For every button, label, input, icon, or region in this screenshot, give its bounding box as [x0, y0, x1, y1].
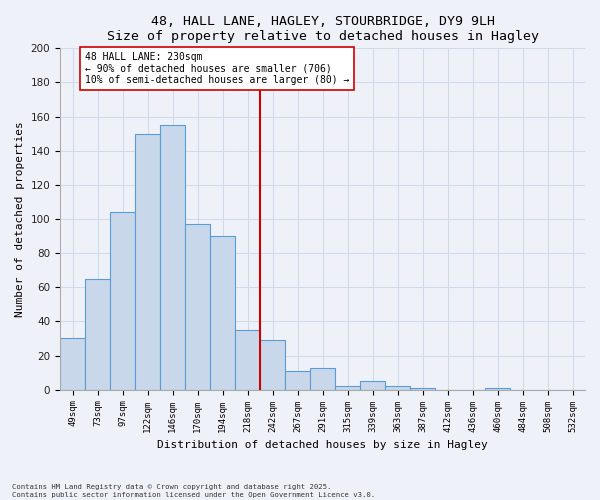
Bar	[110, 212, 135, 390]
Title: 48, HALL LANE, HAGLEY, STOURBRIDGE, DY9 9LH
Size of property relative to detache: 48, HALL LANE, HAGLEY, STOURBRIDGE, DY9 …	[107, 15, 539, 43]
Bar	[185, 224, 210, 390]
Bar	[235, 330, 260, 390]
Bar	[260, 340, 285, 390]
Bar	[310, 368, 335, 390]
Text: 48 HALL LANE: 230sqm
← 90% of detached houses are smaller (706)
10% of semi-deta: 48 HALL LANE: 230sqm ← 90% of detached h…	[85, 52, 349, 85]
Bar	[285, 371, 310, 390]
Bar	[335, 386, 360, 390]
X-axis label: Distribution of detached houses by size in Hagley: Distribution of detached houses by size …	[157, 440, 488, 450]
Bar	[385, 386, 410, 390]
Bar	[60, 338, 85, 390]
Bar	[85, 279, 110, 390]
Bar	[485, 388, 510, 390]
Bar	[410, 388, 435, 390]
Bar	[360, 381, 385, 390]
Text: Contains HM Land Registry data © Crown copyright and database right 2025.
Contai: Contains HM Land Registry data © Crown c…	[12, 484, 375, 498]
Y-axis label: Number of detached properties: Number of detached properties	[15, 121, 25, 317]
Bar	[210, 236, 235, 390]
Bar	[135, 134, 160, 390]
Bar	[160, 125, 185, 390]
